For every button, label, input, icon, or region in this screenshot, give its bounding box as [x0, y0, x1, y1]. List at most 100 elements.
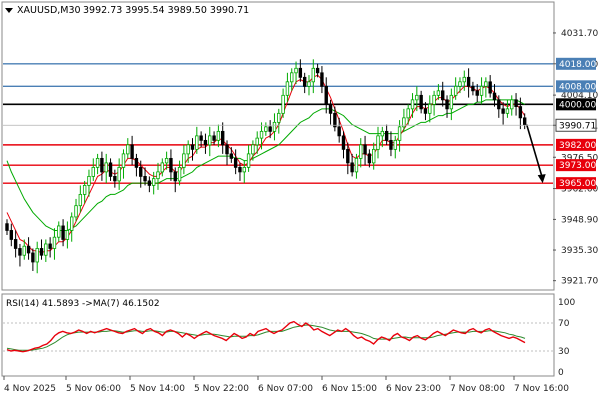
- candle-body-21: [95, 157, 100, 168]
- level-tag-3-text: 3982.00: [559, 141, 596, 151]
- candle-body-96: [419, 94, 423, 110]
- candle-body-18: [82, 185, 87, 195]
- y-tick-label-6: 3948.90: [561, 215, 598, 225]
- candle-body-47: [208, 135, 212, 146]
- rsi-tick-label-2: 30: [558, 347, 570, 357]
- candle-body-50: [221, 130, 225, 146]
- candle-body-118: [514, 99, 518, 107]
- candle-body-101: [441, 90, 445, 101]
- candle-body-57: [251, 144, 255, 155]
- candle-body-25: [113, 176, 117, 182]
- y-tick-label-0: 4031.70: [561, 29, 598, 39]
- level-tag-5-text: 3965.00: [559, 179, 596, 189]
- candle-body-61: [268, 126, 272, 132]
- candle-body-44: [195, 135, 199, 150]
- x-tick-label-5: 6 Nov 15:00: [322, 384, 377, 394]
- candle-body-17: [78, 194, 83, 207]
- candle-body-12: [57, 225, 61, 238]
- candle-body-33: [147, 180, 152, 186]
- candle-body-109: [475, 90, 479, 96]
- candle-body-100: [436, 90, 441, 96]
- x-tick-label-8: 7 Nov 16:00: [514, 384, 569, 394]
- candle-body-22: [100, 157, 104, 173]
- candle-body-99: [432, 94, 436, 105]
- candle-body-32: [143, 176, 147, 182]
- candle-body-74: [324, 85, 328, 105]
- candle-body-98: [428, 103, 432, 114]
- candle-body-87: [380, 130, 385, 137]
- candle-body-106: [462, 76, 466, 83]
- y-tick-label-5: 3962.60: [561, 185, 598, 195]
- candle-body-16: [74, 205, 78, 218]
- level-tag-2-bg: [556, 98, 596, 111]
- rsi-panel[interactable]: [1, 293, 555, 377]
- candle-body-62: [272, 121, 277, 132]
- candle-body-84: [367, 153, 372, 164]
- candle-body-60: [264, 126, 268, 132]
- candle-body-112: [488, 81, 492, 94]
- candle-body-117: [510, 99, 514, 110]
- candle-body-89: [389, 139, 393, 150]
- candle-body-59: [259, 130, 264, 139]
- symbol-label: XAUUSD,M30: [17, 5, 81, 16]
- candle-body-104: [453, 85, 458, 96]
- candle-body-24: [108, 162, 113, 177]
- y-tick-label-8: 3921.70: [561, 277, 598, 287]
- arrow-shaft: [525, 124, 544, 180]
- candle-body-75: [328, 103, 333, 114]
- price-panel[interactable]: [1, 1, 555, 291]
- y-tick-label-2: 4004.10: [561, 91, 598, 101]
- candle-body-35: [156, 171, 160, 180]
- candle-body-2: [13, 239, 18, 249]
- level-tags: 4018.00 4008.00 4000.00 3982.00 3973.00 3965.…: [3, 57, 597, 190]
- candle-body-11: [52, 236, 57, 249]
- candle-body-38: [169, 157, 173, 173]
- candle-body-36: [160, 162, 165, 173]
- candle-body-34: [151, 178, 156, 186]
- candle-body-108: [471, 85, 475, 92]
- candle-body-85: [371, 148, 376, 164]
- x-tick-label-6: 6 Nov 23:00: [386, 384, 441, 394]
- candle-body-42: [186, 144, 190, 155]
- candle-body-1: [9, 230, 14, 240]
- level-tag-1-text: 4008.00: [559, 82, 596, 92]
- candle-body-86: [376, 135, 380, 150]
- time-axis: 4 Nov 2025 5 Nov 06:00 5 Nov 14:00 5 Nov 22…: [3, 376, 569, 394]
- collapse-triangle-icon[interactable]: [5, 8, 13, 13]
- candle-body-5: [26, 245, 31, 254]
- candle-body-120: [522, 117, 527, 126]
- candle-body-29: [130, 144, 134, 159]
- candle-body-6: [31, 252, 35, 263]
- candle-body-51: [225, 144, 229, 155]
- candle-body-90: [393, 139, 397, 150]
- candle-body-64: [281, 94, 285, 114]
- rsi-line: [6, 320, 526, 353]
- rsi-tick-label-3: 0: [558, 368, 564, 378]
- candlesticks: [5, 59, 527, 274]
- level-tag-5-bg: [556, 177, 596, 190]
- x-tick-label-0: 4 Nov 2025: [4, 384, 56, 394]
- candle-body-66: [290, 72, 294, 83]
- candle-body-95: [415, 94, 419, 101]
- candle-body-45: [199, 135, 203, 141]
- candle-body-72: [315, 67, 320, 74]
- level-tag-4-text: 3973.00: [559, 161, 596, 171]
- candle-body-55: [242, 166, 246, 173]
- candle-body-111: [484, 81, 488, 87]
- candle-body-102: [445, 99, 449, 110]
- level-tag-0-bg: [556, 57, 596, 70]
- level-tag-4-bg: [556, 159, 596, 172]
- candle-body-107: [466, 76, 471, 87]
- candle-body-91: [397, 126, 402, 141]
- level-tag-0-text: 4018.00: [559, 60, 596, 70]
- x-tick-label-1: 5 Nov 06:00: [66, 384, 121, 394]
- candle-body-7: [35, 248, 39, 263]
- candle-body-81: [354, 157, 359, 173]
- candle-body-69: [302, 76, 307, 87]
- candle-body-82: [359, 144, 363, 159]
- candle-body-58: [255, 137, 259, 146]
- candle-body-77: [337, 126, 341, 137]
- y-tick-label-7: 3935.30: [561, 246, 598, 256]
- candle-body-9: [44, 243, 48, 256]
